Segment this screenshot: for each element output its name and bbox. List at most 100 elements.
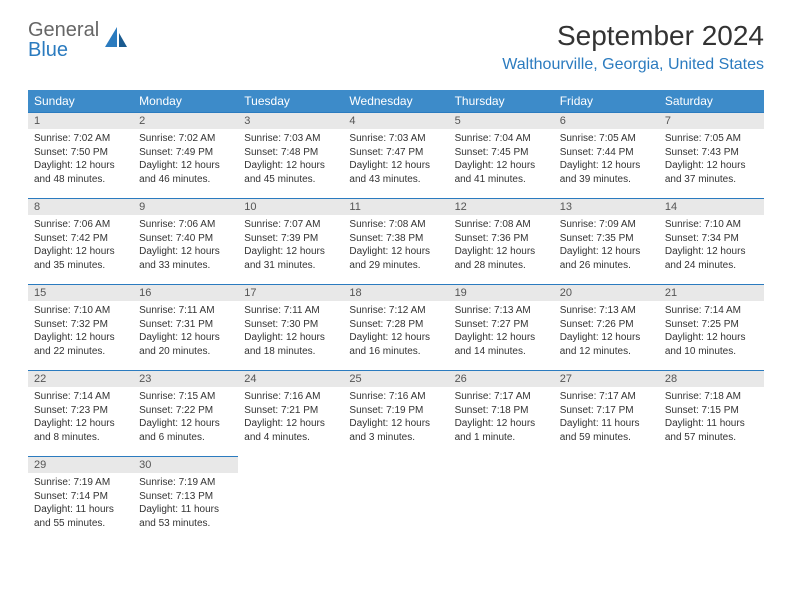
sunrise-line: Sunrise: 7:06 AM [34, 218, 127, 232]
calendar-cell: 15Sunrise: 7:10 AMSunset: 7:32 PMDayligh… [28, 285, 133, 371]
sunset-line: Sunset: 7:25 PM [665, 318, 758, 332]
sunset-line: Sunset: 7:35 PM [560, 232, 653, 246]
day-number: 6 [554, 113, 659, 129]
day-content: Sunrise: 7:17 AMSunset: 7:17 PMDaylight:… [554, 387, 659, 448]
day-number: 11 [343, 199, 448, 215]
daylight-line: Daylight: 11 hours and 57 minutes. [665, 417, 758, 444]
sunset-line: Sunset: 7:50 PM [34, 146, 127, 160]
day-content: Sunrise: 7:10 AMSunset: 7:34 PMDaylight:… [659, 215, 764, 276]
calendar-cell: 8Sunrise: 7:06 AMSunset: 7:42 PMDaylight… [28, 199, 133, 285]
calendar-row: 15Sunrise: 7:10 AMSunset: 7:32 PMDayligh… [28, 285, 764, 371]
sunrise-line: Sunrise: 7:16 AM [349, 390, 442, 404]
sunrise-line: Sunrise: 7:02 AM [34, 132, 127, 146]
sunset-line: Sunset: 7:15 PM [665, 404, 758, 418]
day-number: 25 [343, 371, 448, 387]
daylight-line: Daylight: 12 hours and 46 minutes. [139, 159, 232, 186]
calendar-row: 1Sunrise: 7:02 AMSunset: 7:50 PMDaylight… [28, 113, 764, 199]
sunset-line: Sunset: 7:30 PM [244, 318, 337, 332]
sunrise-line: Sunrise: 7:03 AM [244, 132, 337, 146]
sunrise-line: Sunrise: 7:14 AM [34, 390, 127, 404]
sunrise-line: Sunrise: 7:15 AM [139, 390, 232, 404]
daylight-line: Daylight: 12 hours and 43 minutes. [349, 159, 442, 186]
day-content: Sunrise: 7:05 AMSunset: 7:43 PMDaylight:… [659, 129, 764, 190]
sunrise-line: Sunrise: 7:19 AM [139, 476, 232, 490]
daylight-line: Daylight: 12 hours and 35 minutes. [34, 245, 127, 272]
sunset-line: Sunset: 7:42 PM [34, 232, 127, 246]
day-content: Sunrise: 7:02 AMSunset: 7:50 PMDaylight:… [28, 129, 133, 190]
daylight-line: Daylight: 12 hours and 33 minutes. [139, 245, 232, 272]
calendar-cell: 23Sunrise: 7:15 AMSunset: 7:22 PMDayligh… [133, 371, 238, 457]
calendar-cell-empty [449, 457, 554, 543]
sunrise-line: Sunrise: 7:10 AM [34, 304, 127, 318]
sunrise-line: Sunrise: 7:03 AM [349, 132, 442, 146]
calendar-cell: 21Sunrise: 7:14 AMSunset: 7:25 PMDayligh… [659, 285, 764, 371]
day-content: Sunrise: 7:16 AMSunset: 7:21 PMDaylight:… [238, 387, 343, 448]
calendar-cell: 30Sunrise: 7:19 AMSunset: 7:13 PMDayligh… [133, 457, 238, 543]
daylight-line: Daylight: 12 hours and 1 minute. [455, 417, 548, 444]
daylight-line: Daylight: 12 hours and 28 minutes. [455, 245, 548, 272]
calendar-cell: 7Sunrise: 7:05 AMSunset: 7:43 PMDaylight… [659, 113, 764, 199]
logo-text: General Blue [28, 20, 99, 60]
day-content: Sunrise: 7:18 AMSunset: 7:15 PMDaylight:… [659, 387, 764, 448]
sunrise-line: Sunrise: 7:06 AM [139, 218, 232, 232]
sunrise-line: Sunrise: 7:13 AM [560, 304, 653, 318]
calendar-cell-empty [554, 457, 659, 543]
day-number: 14 [659, 199, 764, 215]
day-content: Sunrise: 7:17 AMSunset: 7:18 PMDaylight:… [449, 387, 554, 448]
calendar-cell: 29Sunrise: 7:19 AMSunset: 7:14 PMDayligh… [28, 457, 133, 543]
logo: General Blue [28, 20, 131, 60]
weekday-header: Monday [133, 90, 238, 113]
day-number: 18 [343, 285, 448, 301]
calendar-cell: 6Sunrise: 7:05 AMSunset: 7:44 PMDaylight… [554, 113, 659, 199]
calendar-cell: 11Sunrise: 7:08 AMSunset: 7:38 PMDayligh… [343, 199, 448, 285]
daylight-line: Daylight: 12 hours and 3 minutes. [349, 417, 442, 444]
day-content: Sunrise: 7:19 AMSunset: 7:14 PMDaylight:… [28, 473, 133, 534]
sunrise-line: Sunrise: 7:11 AM [139, 304, 232, 318]
weekday-header: Wednesday [343, 90, 448, 113]
day-content: Sunrise: 7:13 AMSunset: 7:27 PMDaylight:… [449, 301, 554, 362]
sunset-line: Sunset: 7:43 PM [665, 146, 758, 160]
day-content: Sunrise: 7:12 AMSunset: 7:28 PMDaylight:… [343, 301, 448, 362]
day-number: 9 [133, 199, 238, 215]
day-number: 4 [343, 113, 448, 129]
sunrise-line: Sunrise: 7:05 AM [665, 132, 758, 146]
daylight-line: Daylight: 12 hours and 4 minutes. [244, 417, 337, 444]
day-number: 3 [238, 113, 343, 129]
sunrise-line: Sunrise: 7:13 AM [455, 304, 548, 318]
calendar-cell: 25 Sunrise: 7:16 AMSunset: 7:19 PMDayligh… [343, 371, 448, 457]
calendar-row: 29Sunrise: 7:19 AMSunset: 7:14 PMDayligh… [28, 457, 764, 543]
day-content: Sunrise: 7:08 AMSunset: 7:36 PMDaylight:… [449, 215, 554, 276]
sunset-line: Sunset: 7:19 PM [349, 404, 442, 418]
day-content: Sunrise: 7:03 AMSunset: 7:48 PMDaylight:… [238, 129, 343, 190]
daylight-line: Daylight: 12 hours and 8 minutes. [34, 417, 127, 444]
weekday-header-row: Sunday Monday Tuesday Wednesday Thursday… [28, 90, 764, 113]
day-number: 17 [238, 285, 343, 301]
calendar-cell: 14Sunrise: 7:10 AMSunset: 7:34 PMDayligh… [659, 199, 764, 285]
sunrise-line: Sunrise: 7:11 AM [244, 304, 337, 318]
day-content: Sunrise: 7:04 AMSunset: 7:45 PMDaylight:… [449, 129, 554, 190]
sunset-line: Sunset: 7:48 PM [244, 146, 337, 160]
sunrise-line: Sunrise: 7:14 AM [665, 304, 758, 318]
calendar-cell: 17Sunrise: 7:11 AMSunset: 7:30 PMDayligh… [238, 285, 343, 371]
logo-sail-icon [103, 25, 131, 56]
sunrise-line: Sunrise: 7:10 AM [665, 218, 758, 232]
day-number: 20 [554, 285, 659, 301]
sunrise-line: Sunrise: 7:08 AM [455, 218, 548, 232]
day-content: Sunrise: 7:11 AMSunset: 7:31 PMDaylight:… [133, 301, 238, 362]
day-content: Sunrise: 7:02 AMSunset: 7:49 PMDaylight:… [133, 129, 238, 190]
calendar-row: 22Sunrise: 7:14 AMSunset: 7:23 PMDayligh… [28, 371, 764, 457]
calendar-cell: 4Sunrise: 7:03 AMSunset: 7:47 PMDaylight… [343, 113, 448, 199]
daylight-line: Daylight: 12 hours and 39 minutes. [560, 159, 653, 186]
day-number: 26 [449, 371, 554, 387]
sunset-line: Sunset: 7:32 PM [34, 318, 127, 332]
calendar-cell: 20Sunrise: 7:13 AMSunset: 7:26 PMDayligh… [554, 285, 659, 371]
day-number: 8 [28, 199, 133, 215]
day-content: Sunrise: 7:06 AMSunset: 7:40 PMDaylight:… [133, 215, 238, 276]
day-content: Sunrise: 7:06 AMSunset: 7:42 PMDaylight:… [28, 215, 133, 276]
day-number: 10 [238, 199, 343, 215]
title-block: September 2024 Walthourville, Georgia, U… [502, 20, 764, 74]
daylight-line: Daylight: 12 hours and 26 minutes. [560, 245, 653, 272]
daylight-line: Daylight: 12 hours and 22 minutes. [34, 331, 127, 358]
calendar-cell: 16Sunrise: 7:11 AMSunset: 7:31 PMDayligh… [133, 285, 238, 371]
weekday-header: Saturday [659, 90, 764, 113]
